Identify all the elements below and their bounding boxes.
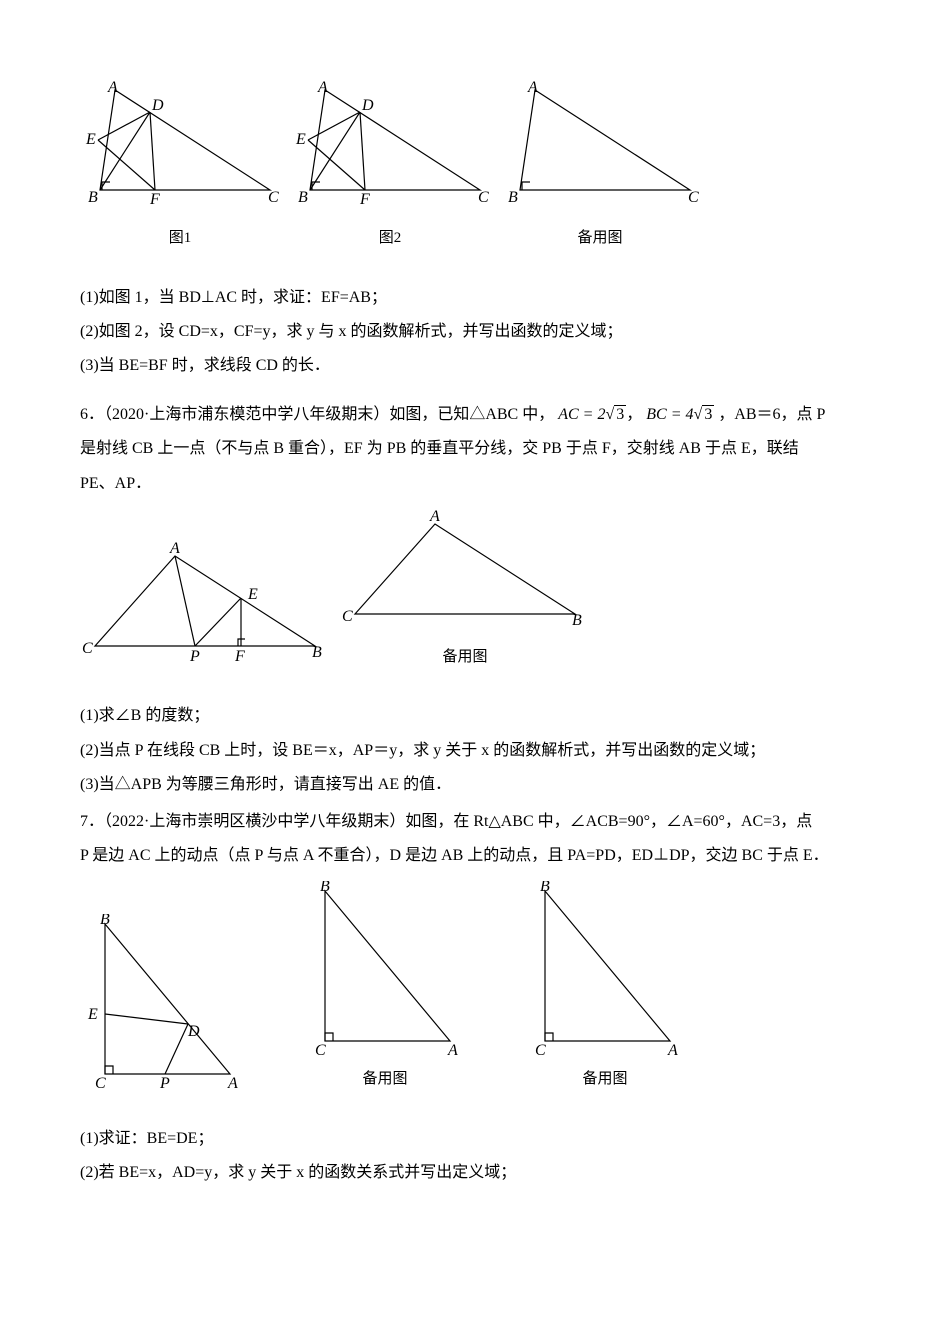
label-A: A bbox=[107, 80, 118, 96]
label-P: P bbox=[159, 1075, 170, 1092]
label-C: C bbox=[478, 189, 489, 206]
label-F: F bbox=[359, 191, 370, 208]
q5-part1: (1)如图 1，当 BD⊥AC 时，求证：EF=AB； bbox=[80, 283, 870, 313]
q7-fig3-svg: B C A bbox=[520, 881, 690, 1061]
q5-fig2: A D E B F C 图2 bbox=[290, 80, 490, 253]
q6-fig1: A C P E F B bbox=[80, 541, 330, 671]
q7-fig1: B E D C P A bbox=[80, 914, 250, 1094]
q6-fig2: A C B 备用图 bbox=[340, 509, 590, 672]
q6-part1: (1)求∠B 的度数； bbox=[80, 701, 870, 731]
label-E: E bbox=[295, 131, 306, 148]
q5-fig3: A B C 备用图 bbox=[500, 80, 700, 253]
q5-fig2-svg: A D E B F C bbox=[290, 80, 490, 220]
label-C: C bbox=[82, 640, 93, 657]
q7-fig3: B C A 备用图 bbox=[520, 881, 690, 1094]
q7-fig2-caption: 备用图 bbox=[362, 1065, 407, 1094]
label-D: D bbox=[187, 1023, 200, 1040]
label-B: B bbox=[508, 189, 518, 206]
label-B: B bbox=[100, 914, 110, 928]
q6-fig1-svg: A C P E F B bbox=[80, 541, 330, 671]
label-D: D bbox=[361, 97, 374, 114]
label-C: C bbox=[315, 1042, 326, 1059]
label-A: A bbox=[447, 1042, 458, 1059]
q7-figure-row: B E D C P A B C A 备用图 bbox=[80, 881, 870, 1094]
label-C: C bbox=[535, 1042, 546, 1059]
q5-fig1-svg: A D E B F C bbox=[80, 80, 280, 220]
label-E: E bbox=[247, 586, 258, 603]
q6-figure-row: A C P E F B A C B 备用图 bbox=[80, 509, 870, 672]
q5-fig3-caption: 备用图 bbox=[577, 224, 622, 253]
label-C: C bbox=[688, 189, 699, 206]
q7-stem-1: 7．（2022·上海市崇明区横沙中学八年级期末）如图，在 Rt△ABC 中，∠A… bbox=[80, 807, 870, 837]
label-A: A bbox=[527, 80, 538, 96]
q7-fig2: B C A 备用图 bbox=[300, 881, 470, 1094]
label-A: A bbox=[317, 80, 328, 96]
label-E: E bbox=[85, 131, 96, 148]
label-B: B bbox=[320, 881, 330, 895]
label-A: A bbox=[429, 509, 440, 525]
label-C: C bbox=[95, 1075, 106, 1092]
q7-part2: (2)若 BE=x，AD=y，求 y 关于 x 的函数关系式并写出定义域； bbox=[80, 1158, 870, 1188]
label-C: C bbox=[268, 189, 279, 206]
q5-part2: (2)如图 2，设 CD=x，CF=y，求 y 与 x 的函数解析式，并写出函数… bbox=[80, 317, 870, 347]
label-A: A bbox=[169, 541, 180, 557]
label-P: P bbox=[189, 648, 200, 665]
label-C: C bbox=[342, 608, 353, 625]
q7-fig2-svg: B C A bbox=[300, 881, 470, 1061]
q6-stem-2: 是射线 CB 上一点（不与点 B 重合），EF 为 PB 的垂直平分线，交 PB… bbox=[80, 434, 870, 464]
q5-fig1: A D E B F C 图1 bbox=[80, 80, 280, 253]
label-B: B bbox=[572, 612, 582, 629]
q7-part1: (1)求证：BE=DE； bbox=[80, 1124, 870, 1154]
label-A: A bbox=[227, 1075, 238, 1092]
q5-fig1-caption: 图1 bbox=[169, 224, 192, 253]
label-B: B bbox=[540, 881, 550, 895]
q6-part2: (2)当点 P 在线段 CB 上时，设 BE＝x，AP＝y，求 y 关于 x 的… bbox=[80, 736, 870, 766]
q5-fig3-svg: A B C bbox=[500, 80, 700, 220]
q7-fig1-svg: B E D C P A bbox=[80, 914, 250, 1094]
q6-fig2-caption: 备用图 bbox=[442, 643, 487, 672]
label-B: B bbox=[312, 644, 322, 661]
q6-stem: 6．（2020·上海市浦东模范中学八年级期末）如图，已知△ABC 中， AC =… bbox=[80, 400, 870, 431]
label-A: A bbox=[667, 1042, 678, 1059]
q7-stem-2: P 是边 AC 上的动点（点 P 与点 A 不重合），D 是边 AB 上的动点，… bbox=[80, 841, 870, 871]
label-B: B bbox=[298, 189, 308, 206]
q6-part3: (3)当△APB 为等腰三角形时，请直接写出 AE 的值． bbox=[80, 770, 870, 800]
label-F: F bbox=[149, 191, 160, 208]
q7-fig3-caption: 备用图 bbox=[582, 1065, 627, 1094]
q6-fig2-svg: A C B bbox=[340, 509, 590, 639]
q5-figure-row: A D E B F C 图1 A D E B bbox=[80, 80, 870, 253]
label-F: F bbox=[234, 648, 245, 665]
q5-fig2-caption: 图2 bbox=[379, 224, 402, 253]
label-B: B bbox=[88, 189, 98, 206]
label-D: D bbox=[151, 97, 164, 114]
q6-stem-3: PE、AP． bbox=[80, 469, 870, 499]
q5-part3: (3)当 BE=BF 时，求线段 CD 的长． bbox=[80, 351, 870, 381]
label-E: E bbox=[87, 1006, 98, 1023]
